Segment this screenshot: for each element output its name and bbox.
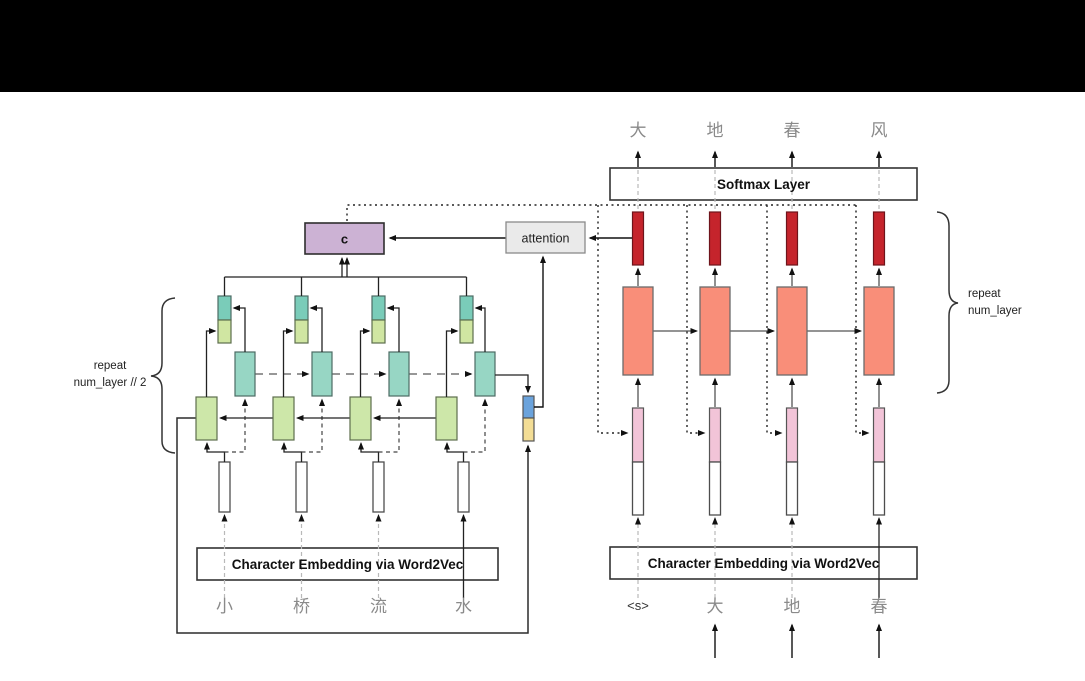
encoder-final-forward-state-link — [495, 374, 531, 394]
decoder-input-feed-arrows — [712, 623, 882, 658]
encoder-embedding-label: Character Embedding via Word2Vec — [232, 557, 464, 572]
encoder-backward-cells — [195, 396, 458, 441]
encoder-input-char-1: 小 — [216, 597, 233, 616]
decoder-embedding-links — [635, 517, 882, 598]
attention-box — [505, 221, 586, 254]
encoder-state-bus — [223, 257, 468, 296]
decoder-embedding-label: Character Embedding via Word2Vec — [648, 556, 880, 571]
decoder-output-char-1: 大 — [630, 121, 647, 140]
context-vector-label: c — [341, 232, 348, 247]
decoder-repeat-label-line1: repeat — [968, 288, 1001, 300]
encoder-input-chars: 小 桥 流 水 — [216, 597, 472, 616]
encoder: Character Embedding via Word2Vec 小 桥 流 水 — [74, 255, 546, 634]
decoder-input-char-2: 大 — [707, 597, 724, 616]
decoder-repeat-label-line2: num_layer — [968, 305, 1022, 317]
encoder-bar-splits — [204, 398, 488, 462]
final-state-to-attention-link — [534, 255, 546, 408]
encoder-final-backward-state-loop — [176, 417, 531, 634]
encoder-input-char-2: 桥 — [293, 597, 310, 616]
encoder-embedding-bars — [218, 461, 470, 513]
decoder-output-char-4: 风 — [871, 121, 888, 140]
encoder-repeat-label-line1: repeat — [94, 360, 127, 372]
softmax-layer-box — [609, 167, 918, 201]
attention-label: attention — [522, 232, 570, 246]
decoder-cells — [622, 286, 895, 376]
encoder-concat-state-bars — [217, 295, 474, 344]
encoder-repeat-label-line2: num_layer // 2 — [74, 377, 147, 389]
encoder-forward-cells — [234, 351, 496, 397]
decoder-input-char-1: <s> — [627, 598, 649, 613]
decoder-input-to-cell-arrows — [635, 377, 882, 407]
decoder-input-embedding-bars — [631, 407, 886, 516]
context-broadcast-dotted — [346, 204, 870, 436]
final-state-bar — [522, 395, 535, 442]
decoder-output-char-2: 地 — [707, 121, 724, 140]
decoder-input-chars: <s> 大 地 春 — [627, 597, 887, 616]
encoder-embedding-links — [221, 514, 467, 598]
context-attention: c attention — [304, 204, 870, 436]
decoder-output-state-bars — [631, 211, 886, 266]
encoder-repeat-brace — [150, 297, 176, 454]
encoder-input-char-3: 流 — [370, 597, 387, 616]
decoder-repeat-brace — [936, 211, 959, 394]
decoder: 大 地 春 风 Softmax Layer — [609, 121, 1022, 658]
top-letterbox-bar — [0, 0, 1085, 92]
decoder-embedding-box — [609, 546, 918, 580]
decoder-input-char-4: 春 — [871, 597, 888, 616]
softmax-layer-label: Softmax Layer — [717, 177, 811, 192]
encoder-input-char-4: 水 — [455, 597, 472, 616]
decoder-cell-to-state-arrows — [635, 267, 882, 286]
decoder-output-char-3: 春 — [784, 121, 801, 140]
decoder-input-char-3: 地 — [784, 597, 801, 616]
encoder-embedding-box — [196, 547, 499, 581]
decoder-output-chars: 大 地 春 风 — [630, 121, 888, 167]
encoder-state-links — [205, 305, 486, 397]
context-vector-box — [304, 222, 385, 255]
